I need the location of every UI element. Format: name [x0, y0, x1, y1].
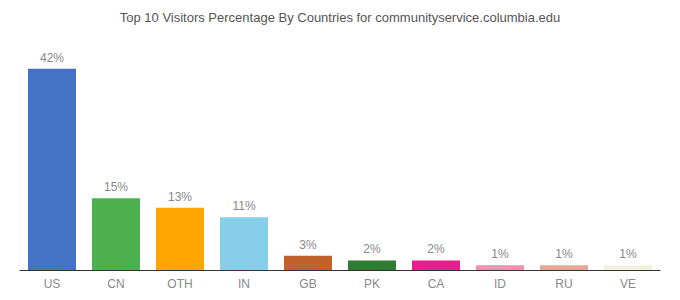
svg-text:RU: RU: [555, 277, 572, 291]
svg-text:CA: CA: [428, 277, 445, 291]
svg-text:2%: 2%: [363, 242, 381, 256]
svg-text:US: US: [44, 277, 61, 291]
svg-text:PK: PK: [364, 277, 380, 291]
svg-text:2%: 2%: [427, 242, 445, 256]
svg-text:11%: 11%: [232, 199, 255, 213]
svg-text:ID: ID: [494, 277, 506, 291]
svg-text:42%: 42%: [40, 51, 64, 65]
svg-text:IN: IN: [238, 277, 250, 291]
svg-text:GB: GB: [299, 277, 316, 291]
svg-text:1%: 1%: [619, 247, 637, 261]
svg-text:VE: VE: [620, 277, 636, 291]
svg-text:1%: 1%: [491, 247, 509, 261]
svg-text:Top 10 Visitors Percentage By: Top 10 Visitors Percentage By Countries …: [120, 10, 561, 25]
svg-text:CN: CN: [107, 277, 124, 291]
svg-text:OTH: OTH: [167, 277, 192, 291]
svg-text:13%: 13%: [168, 190, 192, 204]
svg-text:1%: 1%: [555, 247, 573, 261]
svg-text:3%: 3%: [299, 238, 317, 252]
svg-text:15%: 15%: [104, 180, 128, 194]
